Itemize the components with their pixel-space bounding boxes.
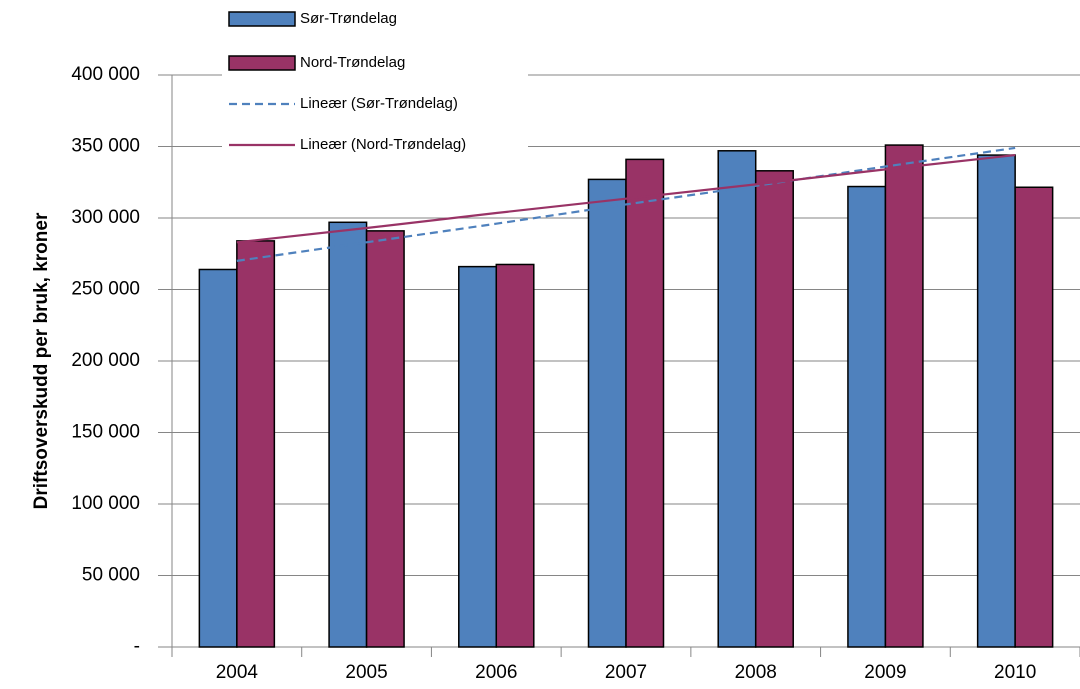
- bar: [198, 268, 238, 648]
- y-tick-label: -: [134, 636, 140, 657]
- bar: [587, 178, 627, 648]
- x-tick-label: 2009: [864, 662, 906, 683]
- y-tick-label: 50 000: [82, 565, 140, 586]
- bar: [365, 230, 405, 648]
- bar: [754, 170, 794, 648]
- legend-swatch: [228, 11, 296, 27]
- trend-line: [236, 146, 1016, 262]
- x-tick-label: 2005: [345, 662, 387, 683]
- trend-line: [236, 153, 1016, 244]
- x-tick-label: 2008: [735, 662, 777, 683]
- bar: [847, 185, 887, 648]
- legend-label: Sør-Trøndelag: [300, 10, 397, 27]
- bar: [1014, 186, 1054, 648]
- bar: [625, 158, 665, 648]
- y-tick-label: 100 000: [71, 493, 140, 514]
- y-tick-label: 300 000: [71, 207, 140, 228]
- bar: [328, 221, 368, 648]
- bar: [976, 154, 1016, 648]
- bar: [717, 150, 757, 648]
- bar: [884, 144, 924, 648]
- y-tick-label: 200 000: [71, 350, 140, 371]
- y-tick-label: 150 000: [71, 422, 140, 443]
- x-tick-label: 2007: [605, 662, 647, 683]
- y-tick-label: 400 000: [71, 64, 140, 85]
- bar: [236, 240, 276, 648]
- x-tick-label: 2004: [216, 662, 259, 683]
- legend-label: Lineær (Nord-Trøndelag): [300, 136, 466, 153]
- legend-label: Nord-Trøndelag: [300, 54, 405, 71]
- x-tick-label: 2010: [994, 662, 1036, 683]
- bar: [495, 263, 535, 648]
- y-axis-label: Driftsoverskudd per bruk, kroner: [31, 212, 52, 509]
- legend-swatch: [228, 55, 296, 71]
- bar: [458, 265, 498, 648]
- x-tick-label: 2006: [475, 662, 517, 683]
- y-tick-label: 350 000: [71, 136, 140, 157]
- legend-label: Lineær (Sør-Trøndelag): [300, 95, 458, 112]
- y-tick-label: 250 000: [71, 279, 140, 300]
